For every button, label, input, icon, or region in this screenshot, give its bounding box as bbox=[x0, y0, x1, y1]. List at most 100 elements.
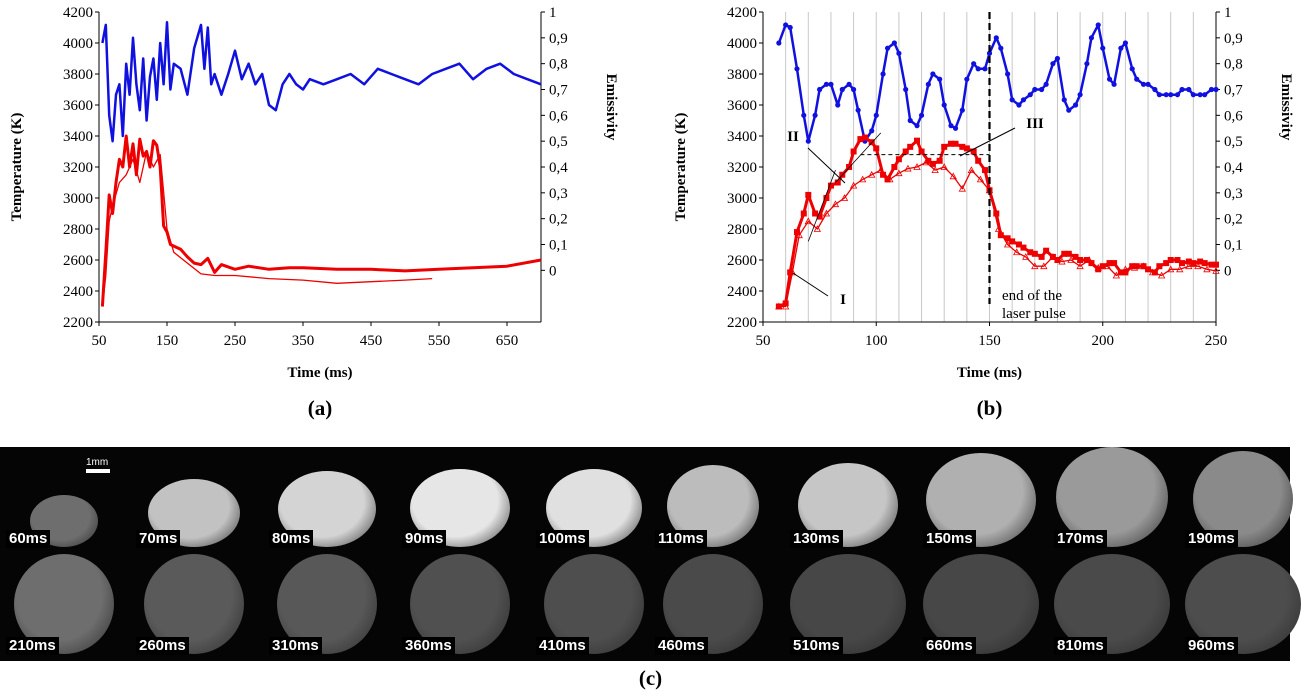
frame-time-label: 190ms bbox=[1185, 530, 1238, 548]
panel-b-series-2-point bbox=[904, 164, 912, 172]
panel-b-series-0-line bbox=[777, 23, 1216, 143]
panel-b-series-0-point bbox=[1084, 61, 1090, 67]
trend-line-I bbox=[807, 169, 836, 242]
panel-b-series-1-point bbox=[823, 195, 830, 201]
frame-row1-2: 80ms bbox=[265, 447, 389, 551]
panel-b-y-tick-label: 4000 bbox=[727, 36, 757, 52]
panel-b-series-1-point bbox=[1077, 257, 1084, 263]
panel-b-series-0-point bbox=[828, 81, 834, 87]
panel-b-series-0-point bbox=[1156, 92, 1162, 98]
panel-b-series-0-point bbox=[1106, 76, 1113, 82]
panel-b-y-tick-label: 3400 bbox=[727, 129, 757, 145]
panel-b-y2-tick-label: 1 bbox=[1224, 5, 1232, 21]
panel-b-series-1-point bbox=[1197, 258, 1204, 265]
annotation-II-pointer bbox=[807, 147, 846, 184]
panel-b-series-0-point bbox=[846, 81, 852, 87]
panel-b-series-1-point bbox=[1004, 235, 1011, 242]
panel-b-y-tick-label: 3000 bbox=[727, 191, 757, 207]
panel-b-series-2-point bbox=[1049, 253, 1057, 260]
frame-row1-6: 130ms bbox=[786, 447, 910, 551]
panel-b-series-2-point bbox=[886, 175, 894, 183]
panel-b-series-0-point bbox=[1061, 97, 1067, 103]
panel-b-series-1-point bbox=[834, 179, 841, 186]
panel-b-x-tick-label: 200 bbox=[1092, 333, 1115, 349]
panel-b-series-1-point bbox=[925, 157, 932, 164]
scale-bar-line bbox=[86, 469, 110, 473]
panel-a-series-1-line bbox=[100, 134, 542, 307]
panel-b-x-axis-label: Time (ms) bbox=[957, 365, 1022, 381]
panel-b-y2-tick-label: 0,5 bbox=[1224, 134, 1243, 150]
annotation-III: III bbox=[1026, 116, 1044, 132]
frame-time-label: 460ms bbox=[655, 637, 708, 655]
panel-b-series-1-point bbox=[1151, 269, 1158, 276]
trend-line-II bbox=[835, 132, 882, 183]
panel-b-series-1-point bbox=[1133, 263, 1140, 270]
panel-a-caption: (a) bbox=[308, 396, 333, 420]
frame-time-label: 660ms bbox=[923, 637, 976, 655]
panel-b-series-2-point bbox=[1103, 262, 1111, 270]
panel-b-series-0-point bbox=[1032, 86, 1038, 93]
panel-b-x-tick-label: 250 bbox=[1205, 333, 1228, 349]
panel-b-series-2-point bbox=[1085, 256, 1093, 263]
panel-b-series-2-point bbox=[795, 231, 803, 239]
panel-b-y2-tick-label: 0,1 bbox=[1224, 238, 1243, 254]
panel-b-series-2-point bbox=[1076, 262, 1084, 270]
frame-time-label: 310ms bbox=[269, 637, 322, 655]
panel-b-series-0-point bbox=[823, 81, 830, 87]
panel-b-series-1-point bbox=[846, 164, 853, 170]
frame-row2-1: 260ms bbox=[132, 554, 256, 658]
panel-b-series-1-point bbox=[970, 148, 977, 155]
frame-time-label: 110ms bbox=[655, 530, 707, 548]
panel-b-series-1-point bbox=[914, 137, 921, 144]
panel-b-series-2-point bbox=[849, 181, 858, 189]
panel-b-series-1-point bbox=[1015, 241, 1022, 248]
panel-b-series-0-point bbox=[884, 45, 891, 51]
panel-b-series-1-point bbox=[812, 210, 819, 217]
panel-b-series-2-point bbox=[1067, 256, 1075, 263]
panel-b-series-1-point bbox=[880, 171, 887, 178]
frame-time-label: 130ms bbox=[790, 530, 843, 548]
panel-b-series-1-point bbox=[1190, 260, 1197, 267]
panel-a-y-tick-label: 2600 bbox=[63, 253, 93, 269]
panel-b-x-tick-label: 50 bbox=[756, 333, 771, 349]
panel-b-series-1-point bbox=[1185, 258, 1192, 265]
scale-bar-label: 1mm bbox=[86, 457, 109, 468]
panel-b-series-2-point bbox=[895, 169, 903, 177]
panel-b-series-0-point bbox=[1145, 81, 1151, 87]
panel-b-series-0-point bbox=[1009, 97, 1015, 103]
panel-b-series-2-point bbox=[788, 268, 797, 276]
panel-b-series-2-point bbox=[813, 225, 822, 232]
panel-b-series-2-point bbox=[1148, 268, 1157, 276]
panel-b-series-2-point bbox=[1022, 253, 1030, 260]
panel-b-series-1-point bbox=[1163, 260, 1170, 267]
panel-b-series-0-point bbox=[1100, 45, 1106, 51]
frame-row1-7: 150ms bbox=[919, 447, 1043, 551]
panel-b-y-tick-label: 4200 bbox=[727, 5, 757, 21]
panel-b-series-0-point bbox=[1140, 81, 1147, 87]
panel-b-series-1-point bbox=[1201, 260, 1208, 267]
frame-row2-7: 660ms bbox=[919, 554, 1043, 658]
panel-b-series-2-point bbox=[940, 163, 948, 170]
frame-row1-5: 110ms bbox=[651, 447, 775, 551]
panel-a-y2-tick-label: 0 bbox=[549, 263, 557, 279]
annotation-I: I bbox=[840, 292, 846, 308]
panel-b-y2-axis-label: Emissivity bbox=[1278, 74, 1294, 141]
panel-b-series-2-point bbox=[958, 184, 966, 192]
panel-b-series-1-point bbox=[1083, 257, 1090, 263]
panel-b-series-1-point bbox=[981, 167, 988, 174]
panel-b-series-1-point bbox=[963, 145, 970, 152]
panel-a-y2-tick-label: 1 bbox=[549, 5, 557, 21]
panel-b-series-1-point bbox=[1009, 238, 1016, 245]
panel-a-y2-tick-label: 0,3 bbox=[549, 186, 568, 202]
panel-b-series-1-point bbox=[941, 143, 948, 150]
panel-b-series-2-point bbox=[976, 175, 985, 183]
panel-b-series-2-point bbox=[1121, 265, 1130, 273]
frame-time-label: 360ms bbox=[402, 637, 455, 655]
panel-b-series-1-point bbox=[1179, 260, 1186, 267]
panel-b-series-0-point bbox=[1152, 86, 1158, 93]
panel-b-series-2-point bbox=[1003, 240, 1012, 248]
panel-b-series-2-point bbox=[1185, 262, 1193, 270]
panel-b-series-0-point bbox=[1016, 102, 1022, 108]
panel-a-y2-axis-label: Emissivity bbox=[603, 74, 619, 141]
panel-b-series-0-point bbox=[1095, 22, 1101, 28]
